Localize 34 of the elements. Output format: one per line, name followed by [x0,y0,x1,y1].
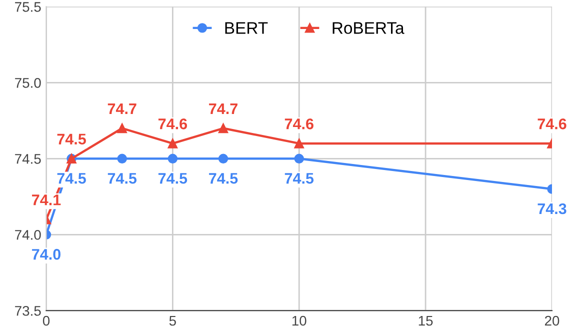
data-label: 74.1 [32,194,61,206]
y-tick-label: 75.0 [15,78,41,88]
x-tick-label: 10 [292,316,306,326]
x-tick-label: 15 [418,316,433,326]
point [294,154,304,164]
data-label: 74.5 [57,173,86,184]
legend-label: BERT [225,22,268,34]
x-tick-label: 0 [42,316,50,326]
data-label: 74.6 [158,118,187,130]
data-label: 74.5 [108,173,137,184]
point [168,138,178,148]
y-tick-label: 75.5 [15,2,41,12]
data-label: 74.6 [538,118,566,130]
point [218,123,228,134]
y-tick-label: 74.5 [15,154,41,164]
data-label: 74.5 [57,134,86,145]
data-label: 74.3 [538,203,566,214]
data-label: 74.5 [158,173,188,184]
point [117,123,127,134]
x-tick-label: 20 [544,316,560,326]
data-label: 74.0 [32,248,60,260]
legend-label: RoBERTa [332,22,404,34]
point [117,154,127,164]
point [218,154,228,164]
data-label: 74.5 [209,173,238,184]
x-tick-label: 5 [169,316,176,326]
data-label: 74.6 [284,118,314,130]
y-tick-label: 73.5 [15,306,41,316]
point [168,154,178,164]
data-label: 74.7 [209,103,238,114]
data-label: 74.5 [284,173,314,184]
data-label: 74.7 [108,103,136,114]
point [294,138,304,148]
y-tick-label: 74.0 [15,230,41,240]
